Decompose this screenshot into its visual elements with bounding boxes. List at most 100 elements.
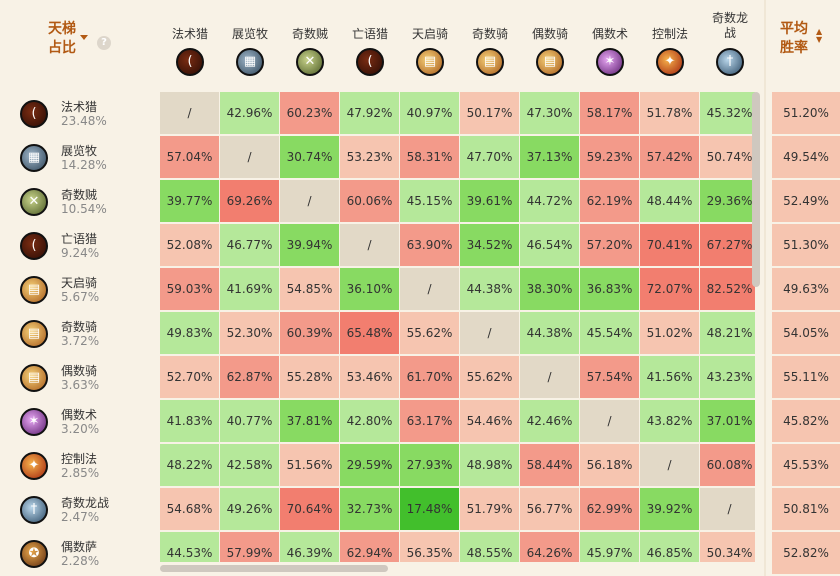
matchup-cell[interactable]: 62.94% — [340, 532, 399, 562]
matchup-cell[interactable]: 48.22% — [160, 444, 219, 486]
row-header[interactable]: (亡语猎 9.24% — [0, 224, 160, 268]
matchup-cell[interactable]: 62.99% — [580, 488, 639, 530]
matchup-cell[interactable]: 46.85% — [640, 532, 699, 562]
matchup-cell[interactable]: 44.38% — [460, 268, 519, 310]
matchup-cell[interactable]: 67.27% — [700, 224, 755, 266]
matchup-cell[interactable]: 46.54% — [520, 224, 579, 266]
matchup-cell[interactable]: 58.17% — [580, 92, 639, 134]
matchup-cell[interactable]: / — [580, 400, 639, 442]
matchup-cell[interactable]: 40.77% — [220, 400, 279, 442]
matchup-cell[interactable]: 60.08% — [700, 444, 755, 486]
matchup-cell[interactable]: 45.97% — [580, 532, 639, 562]
matchup-cell[interactable]: 50.17% — [460, 92, 519, 134]
column-header[interactable]: 控制法 ✦ — [640, 0, 700, 90]
row-header[interactable]: (法术猎 23.48% — [0, 92, 160, 136]
row-header[interactable]: ▦ 展览牧 14.28% — [0, 136, 160, 180]
matchup-cell[interactable]: 41.56% — [640, 356, 699, 398]
matchup-cell[interactable]: 54.85% — [280, 268, 339, 310]
matchup-cell[interactable]: 44.53% — [160, 532, 219, 562]
matchup-cell[interactable]: 62.19% — [580, 180, 639, 222]
row-header[interactable]: ✪ 偶数萨 2.28% — [0, 532, 160, 576]
matchup-cell[interactable]: 42.58% — [220, 444, 279, 486]
matchup-cell[interactable]: 39.94% — [280, 224, 339, 266]
matchup-cell[interactable]: 44.38% — [520, 312, 579, 354]
matchup-cell[interactable]: 37.13% — [520, 136, 579, 178]
matchup-cell[interactable]: 49.83% — [160, 312, 219, 354]
column-header[interactable]: 偶数骑 ▤ — [520, 0, 580, 90]
matchup-cell[interactable]: 45.54% — [580, 312, 639, 354]
caret-down-icon[interactable] — [80, 35, 88, 40]
matchup-cell[interactable]: 39.61% — [460, 180, 519, 222]
matchup-cell[interactable]: 82.52% — [700, 268, 755, 310]
matchup-cell[interactable]: 51.78% — [640, 92, 699, 134]
matchup-cell[interactable]: 57.20% — [580, 224, 639, 266]
matchup-cell[interactable]: / — [640, 444, 699, 486]
matchup-cell[interactable]: 57.42% — [640, 136, 699, 178]
column-header[interactable]: 奇数龙战 † — [700, 0, 760, 90]
matchup-cell[interactable]: 39.92% — [640, 488, 699, 530]
matchup-cell[interactable]: 60.39% — [280, 312, 339, 354]
column-header[interactable]: 奇数贼 ✕ — [280, 0, 340, 90]
horizontal-scrollbar[interactable] — [160, 565, 388, 572]
matchup-cell[interactable]: 63.17% — [400, 400, 459, 442]
matchup-cell[interactable]: 51.56% — [280, 444, 339, 486]
column-header[interactable]: 法术猎 ( — [160, 0, 220, 90]
matchup-cell[interactable]: 43.23% — [700, 356, 755, 398]
matchup-cell[interactable]: 57.99% — [220, 532, 279, 562]
matchup-cell[interactable]: 50.74% — [700, 136, 755, 178]
matchup-cell[interactable]: 47.92% — [340, 92, 399, 134]
matchup-cell[interactable]: 47.30% — [520, 92, 579, 134]
row-header[interactable]: ▤ 天启骑 5.67% — [0, 268, 160, 312]
matchup-cell[interactable]: / — [460, 312, 519, 354]
matchup-cell[interactable]: 48.44% — [640, 180, 699, 222]
matchup-cell[interactable]: 36.83% — [580, 268, 639, 310]
matchup-cell[interactable]: 72.07% — [640, 268, 699, 310]
matchup-cell[interactable]: 57.04% — [160, 136, 219, 178]
matchup-cell[interactable]: 60.23% — [280, 92, 339, 134]
matchup-cell[interactable]: 53.46% — [340, 356, 399, 398]
matchup-cell[interactable]: 37.01% — [700, 400, 755, 442]
matchup-cell[interactable]: / — [400, 268, 459, 310]
matchup-cell[interactable]: / — [280, 180, 339, 222]
matchup-cell[interactable]: 45.32% — [700, 92, 755, 134]
vertical-scrollbar[interactable] — [752, 92, 760, 287]
matchup-cell[interactable]: 41.83% — [160, 400, 219, 442]
column-header[interactable]: 奇数骑 ▤ — [460, 0, 520, 90]
row-header[interactable]: ▤ 偶数骑 3.63% — [0, 356, 160, 400]
matchup-cell[interactable]: 32.73% — [340, 488, 399, 530]
matchup-cell[interactable]: 48.55% — [460, 532, 519, 562]
matchup-cell[interactable]: 60.06% — [340, 180, 399, 222]
matchup-cell[interactable]: 59.03% — [160, 268, 219, 310]
matchup-cell[interactable]: 43.82% — [640, 400, 699, 442]
matchup-cell[interactable]: 40.97% — [400, 92, 459, 134]
matchup-cell[interactable]: 70.64% — [280, 488, 339, 530]
avg-winrate-header[interactable]: 平均 胜率 ▲ ▼ — [770, 0, 840, 90]
matchup-cell[interactable]: / — [160, 92, 219, 134]
matchup-cell[interactable]: 61.70% — [400, 356, 459, 398]
matchup-cell[interactable]: 52.70% — [160, 356, 219, 398]
matchup-cell[interactable]: 55.62% — [460, 356, 519, 398]
matchup-cell[interactable]: 54.46% — [460, 400, 519, 442]
question-mark-icon[interactable]: ? — [97, 36, 111, 50]
row-header[interactable]: † 奇数龙战 2.47% — [0, 488, 160, 532]
matchup-cell[interactable]: 48.98% — [460, 444, 519, 486]
matchup-cell[interactable]: 41.69% — [220, 268, 279, 310]
matchup-cell[interactable]: 46.77% — [220, 224, 279, 266]
matchup-cell[interactable]: 69.26% — [220, 180, 279, 222]
row-header[interactable]: ✦ 控制法 2.85% — [0, 444, 160, 488]
matchup-cell[interactable]: 63.90% — [400, 224, 459, 266]
matchup-cell[interactable]: 49.26% — [220, 488, 279, 530]
matchup-cell[interactable]: 70.41% — [640, 224, 699, 266]
matchup-cell[interactable]: 48.21% — [700, 312, 755, 354]
matchup-cell[interactable]: 65.48% — [340, 312, 399, 354]
column-header[interactable]: 偶数术 ✶ — [580, 0, 640, 90]
matchup-cell[interactable]: 55.62% — [400, 312, 459, 354]
matchup-cell[interactable]: 52.08% — [160, 224, 219, 266]
matchup-cell[interactable]: 39.77% — [160, 180, 219, 222]
row-header[interactable]: ▤ 奇数骑 3.72% — [0, 312, 160, 356]
matchup-cell[interactable]: 29.59% — [340, 444, 399, 486]
matchup-cell[interactable]: / — [340, 224, 399, 266]
matchup-cell[interactable]: 64.26% — [520, 532, 579, 562]
matchup-cell[interactable]: 51.02% — [640, 312, 699, 354]
matchup-cell[interactable]: 30.74% — [280, 136, 339, 178]
